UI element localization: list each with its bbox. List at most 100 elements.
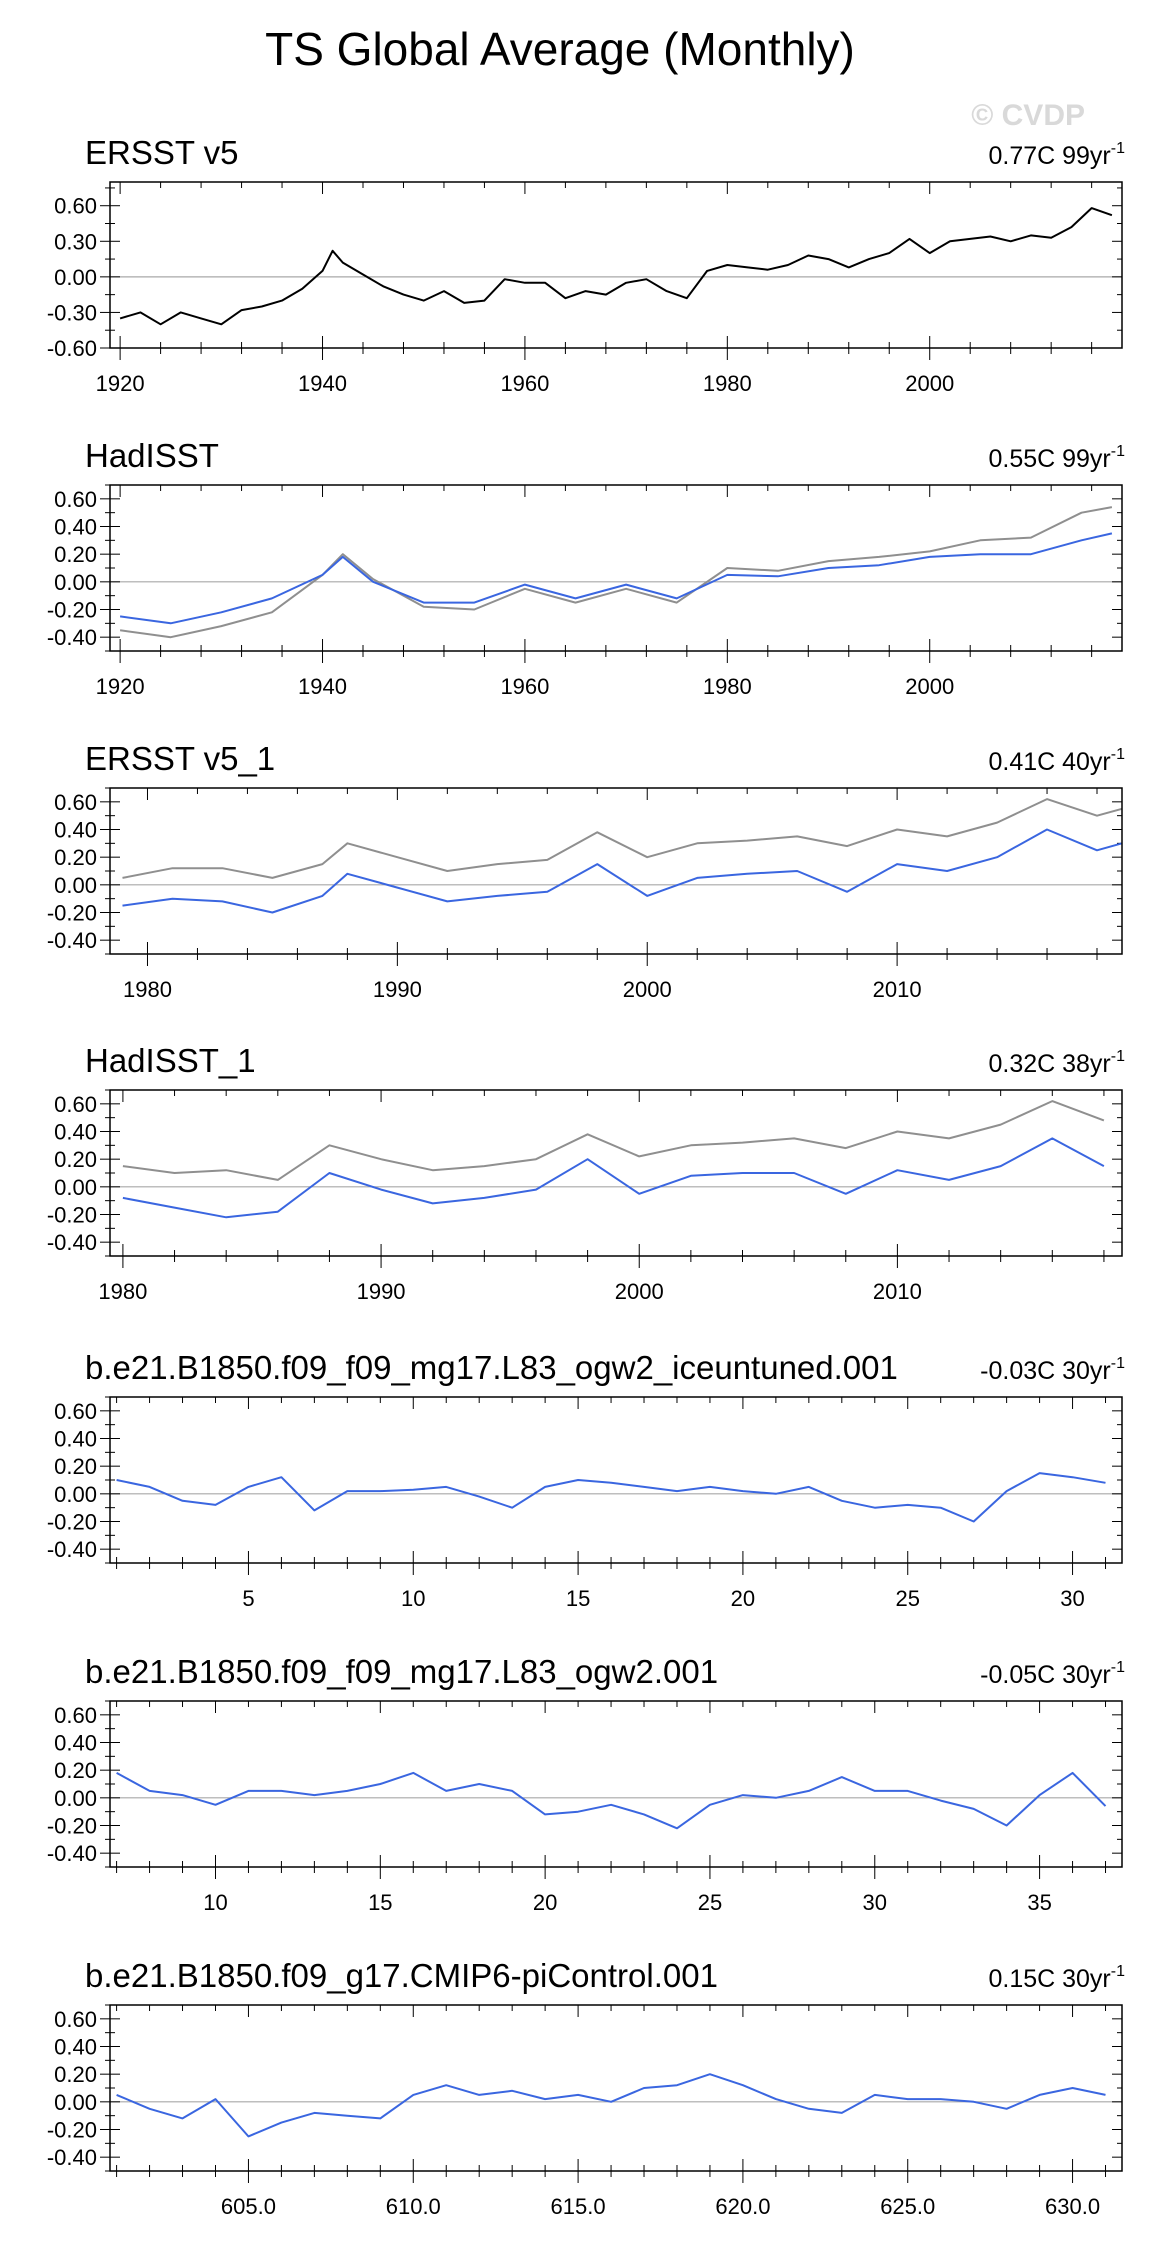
x-tick-label: 1980 [703, 371, 752, 396]
x-tick-label: 1980 [703, 674, 752, 699]
series-line-reference [122, 798, 1123, 879]
trend-label: -0.05C 30yr-1 [980, 1659, 1125, 1689]
x-tick-label: 1990 [373, 977, 422, 1002]
x-tick-label: 2000 [905, 371, 954, 396]
trend-label: -0.03C 30yr-1 [980, 1355, 1125, 1385]
y-tick-label: 0.20 [54, 542, 97, 567]
y-tick-label: -0.40 [47, 1230, 97, 1255]
y-tick-label: 0.00 [54, 1175, 97, 1200]
trend-exponent: -1 [1111, 1355, 1125, 1372]
trend-value: -0.05C 30yr [980, 1661, 1111, 1689]
panels: ERSST v5 0.77C 99yr-1-0.60-0.300.000.300.… [47, 134, 1125, 2219]
x-tick-label: 10 [401, 1586, 425, 1611]
x-tick-label: 1940 [298, 674, 347, 699]
panel-7: b.e21.B1850.f09_g17.CMIP6-piControl.001 0… [47, 1957, 1125, 2219]
x-tick-label: 610.0 [386, 2194, 441, 2219]
series-line-reference [119, 506, 1113, 639]
x-tick-label: 1960 [500, 371, 549, 396]
y-tick-label: 0.60 [54, 1399, 97, 1424]
plot-frame [109, 1396, 1123, 1564]
watermark: © CVDP [971, 99, 1085, 132]
y-tick-label: -0.20 [47, 1510, 97, 1535]
plot-frame [109, 2004, 1123, 2172]
panel-title: ERSST v5_1 [85, 740, 275, 777]
x-tick-label: 625.0 [880, 2194, 935, 2219]
x-tick-label: 25 [895, 1586, 919, 1611]
y-tick-label: -0.40 [47, 1841, 97, 1866]
series-line-model [116, 1472, 1106, 1523]
x-tick-label: 2010 [873, 1279, 922, 1304]
trend-label: 0.15C 30yr-1 [988, 1963, 1125, 1993]
trend-value: 0.55C 99yr [988, 445, 1110, 473]
panel-1: ERSST v5 0.77C 99yr-1 -0.60 -0.30 0.00 0.30 0.… [47, 134, 1125, 396]
y-tick-label: 0.30 [54, 229, 97, 254]
y-tick-label: 0.20 [54, 1147, 97, 1172]
y-tick-label: 0.60 [54, 194, 97, 219]
series-line-observed [119, 207, 1113, 326]
x-tick-label: 5 [242, 1586, 254, 1611]
x-tick-label: 20 [731, 1586, 755, 1611]
trend-label: 0.77C 99yr-1 [988, 140, 1125, 170]
x-tick-label: 1980 [98, 1279, 147, 1304]
plot-frame [109, 1089, 1123, 1257]
y-tick-label: -0.20 [47, 2118, 97, 2143]
series-line-model [122, 1137, 1105, 1219]
plot-frame [109, 1700, 1123, 1868]
plot-frame [109, 181, 1123, 349]
trend-label: 0.32C 38yr-1 [988, 1048, 1125, 1078]
x-tick-label: 1940 [298, 371, 347, 396]
trend-exponent: -1 [1111, 746, 1125, 763]
y-tick-label: 0.60 [54, 1703, 97, 1728]
panel-3: ERSST v5_1 0.41C 40yr-1 -0.40-0.20 0.00 0.20… [47, 740, 1125, 1002]
y-tick-label: -0.60 [47, 336, 97, 361]
trend-value: -0.03C 30yr [980, 1357, 1111, 1385]
y-tick-label: 0.00 [54, 265, 97, 290]
x-tick-label: 30 [863, 1890, 887, 1915]
y-tick-label: -0.40 [47, 625, 97, 650]
x-tick-label: 35 [1027, 1890, 1051, 1915]
y-tick-label: 0.20 [54, 1454, 97, 1479]
panel-2: HadISST 0.55C 99yr-1 -0.40-0.20 0.00 0.200.4… [47, 437, 1125, 699]
y-tick-label: 0.60 [54, 1092, 97, 1117]
trend-value: 0.15C 30yr [988, 1965, 1110, 1993]
y-tick-label: 0.00 [54, 1482, 97, 1507]
panel-title: b.e21.B1850.f09_f09_mg17.L83_ogw2_iceunt… [85, 1349, 898, 1386]
panel-title: HadISST [85, 437, 219, 474]
x-tick-label: 630.0 [1045, 2194, 1100, 2219]
x-tick-label: 1960 [500, 674, 549, 699]
y-tick-label: 0.60 [54, 790, 97, 815]
plot-frame [109, 484, 1123, 652]
x-tick-label: 15 [368, 1890, 392, 1915]
trend-value: 0.77C 99yr [988, 142, 1110, 170]
main-title: TS Global Average (Monthly) [265, 23, 855, 75]
x-tick-label: 615.0 [551, 2194, 606, 2219]
y-tick-label: -0.20 [47, 1814, 97, 1839]
x-tick-label: 25 [698, 1890, 722, 1915]
y-tick-label: 0.60 [54, 487, 97, 512]
trend-label: 0.55C 99yr-1 [988, 443, 1125, 473]
y-tick-label: 0.40 [54, 2035, 97, 2060]
y-tick-label: 0.00 [54, 570, 97, 595]
trend-value: 0.32C 38yr [988, 1050, 1110, 1078]
x-tick-label: 20 [533, 1890, 557, 1915]
y-tick-label: -0.20 [47, 1203, 97, 1228]
panel-4: HadISST_1 0.32C 38yr-1 -0.40-0.20 0.00 0.20 0… [47, 1042, 1125, 1304]
y-tick-label: 0.40 [54, 515, 97, 540]
trend-exponent: -1 [1111, 443, 1125, 460]
panel-6: b.e21.B1850.f09_f09_mg17.L83_ogw2.001 -0.… [47, 1653, 1125, 1915]
y-tick-label: 0.00 [54, 873, 97, 898]
series-line-model [119, 532, 1113, 625]
x-tick-label: 10 [203, 1890, 227, 1915]
series-line-reference [122, 1100, 1105, 1181]
trend-label: 0.41C 40yr-1 [988, 746, 1125, 776]
panel-title: HadISST_1 [85, 1042, 256, 1079]
x-tick-label: 1980 [123, 977, 172, 1002]
panel-5: b.e21.B1850.f09_f09_mg17.L83_ogw2_iceunt… [47, 1349, 1125, 1611]
series-line-model [122, 828, 1123, 914]
y-tick-label: 0.20 [54, 845, 97, 870]
x-tick-label: 1920 [96, 674, 145, 699]
x-tick-label: 1990 [357, 1279, 406, 1304]
x-tick-label: 30 [1060, 1586, 1084, 1611]
series-line-model [116, 2073, 1106, 2138]
